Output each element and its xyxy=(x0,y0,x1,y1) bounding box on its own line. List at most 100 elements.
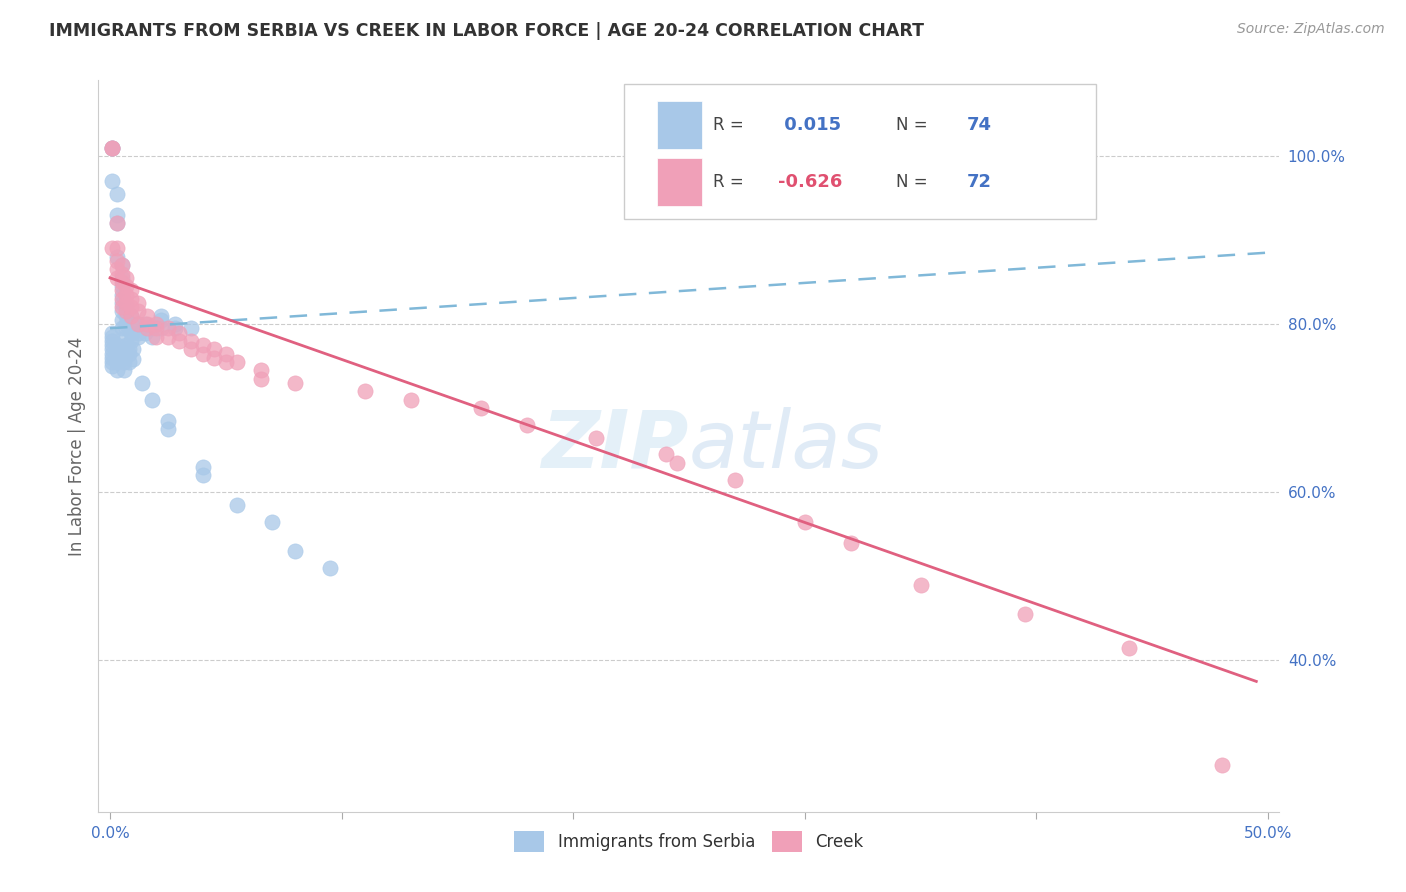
Point xyxy=(110,292,132,306)
Point xyxy=(110,258,132,272)
Text: 74: 74 xyxy=(966,116,991,134)
Point xyxy=(115,287,138,301)
Point xyxy=(262,515,284,529)
Point xyxy=(131,376,153,390)
Point xyxy=(156,414,179,428)
Point xyxy=(180,321,202,335)
Text: IMMIGRANTS FROM SERBIA VS CREEK IN LABOR FORCE | AGE 20-24 CORRELATION CHART: IMMIGRANTS FROM SERBIA VS CREEK IN LABOR… xyxy=(49,22,924,40)
Point xyxy=(101,140,124,154)
Point xyxy=(145,329,167,343)
Point xyxy=(115,321,138,335)
Text: -0.626: -0.626 xyxy=(778,173,842,191)
Point xyxy=(215,346,238,360)
Point xyxy=(1118,640,1140,655)
Point xyxy=(319,561,342,575)
Point xyxy=(112,355,135,369)
FancyBboxPatch shape xyxy=(624,84,1097,219)
Point xyxy=(115,304,138,318)
Point xyxy=(666,456,689,470)
Point xyxy=(149,309,172,323)
Point xyxy=(117,355,139,369)
Point xyxy=(115,317,138,331)
Point xyxy=(110,284,132,298)
Point xyxy=(120,284,142,298)
Point xyxy=(163,317,186,331)
Point xyxy=(169,334,191,348)
Text: atlas: atlas xyxy=(689,407,884,485)
Point xyxy=(105,355,128,369)
Point xyxy=(101,140,124,154)
Point xyxy=(101,355,124,369)
Text: 0.015: 0.015 xyxy=(778,116,841,134)
Point xyxy=(399,392,422,407)
Point xyxy=(141,321,163,335)
Point xyxy=(127,317,149,331)
Point xyxy=(141,329,163,343)
Point xyxy=(169,326,191,340)
Text: R =: R = xyxy=(713,116,744,134)
Point xyxy=(105,262,128,277)
Point xyxy=(110,279,132,293)
Point xyxy=(1211,758,1233,772)
Point xyxy=(117,346,139,360)
Point xyxy=(127,326,149,340)
Text: ZIP: ZIP xyxy=(541,407,689,485)
Point xyxy=(136,317,159,331)
Point xyxy=(122,343,145,357)
Point xyxy=(115,338,138,352)
Point xyxy=(101,334,124,348)
Point xyxy=(1014,607,1036,622)
Point xyxy=(136,309,159,323)
Point xyxy=(115,329,138,343)
Point xyxy=(249,363,271,377)
Point xyxy=(141,392,163,407)
Point xyxy=(191,468,214,483)
Point xyxy=(110,304,132,318)
Point xyxy=(101,351,124,365)
Point xyxy=(112,343,135,357)
Point xyxy=(105,363,128,377)
FancyBboxPatch shape xyxy=(657,158,702,205)
Point xyxy=(110,313,132,327)
Point xyxy=(120,300,142,314)
Point xyxy=(115,296,138,310)
Point xyxy=(249,372,271,386)
Point xyxy=(127,329,149,343)
Point xyxy=(839,535,862,549)
Point xyxy=(105,338,128,352)
Point xyxy=(180,334,202,348)
Point xyxy=(149,321,172,335)
Point xyxy=(215,355,238,369)
Point xyxy=(110,300,132,314)
Point xyxy=(191,338,214,352)
Text: N =: N = xyxy=(896,116,927,134)
Point xyxy=(120,317,142,331)
Point xyxy=(105,343,128,357)
Point xyxy=(101,242,124,256)
Point xyxy=(101,329,124,343)
Point xyxy=(136,321,159,335)
Point xyxy=(149,313,172,327)
Point xyxy=(110,296,132,310)
Point xyxy=(145,321,167,335)
Point xyxy=(226,498,249,512)
Point xyxy=(112,351,135,365)
Point xyxy=(110,275,132,289)
Point xyxy=(105,216,128,230)
Point xyxy=(112,363,135,377)
Point xyxy=(191,460,214,475)
Point xyxy=(115,300,138,314)
Point xyxy=(115,309,138,323)
Point xyxy=(101,174,124,188)
Point xyxy=(724,473,747,487)
Point xyxy=(156,329,179,343)
Point xyxy=(105,242,128,256)
Text: Source: ZipAtlas.com: Source: ZipAtlas.com xyxy=(1237,22,1385,37)
Point xyxy=(353,384,375,399)
Point xyxy=(101,326,124,340)
Point xyxy=(115,279,138,293)
Point xyxy=(101,343,124,357)
Point xyxy=(191,346,214,360)
Text: 72: 72 xyxy=(966,173,991,191)
Legend: Immigrants from Serbia, Creek: Immigrants from Serbia, Creek xyxy=(508,824,870,858)
